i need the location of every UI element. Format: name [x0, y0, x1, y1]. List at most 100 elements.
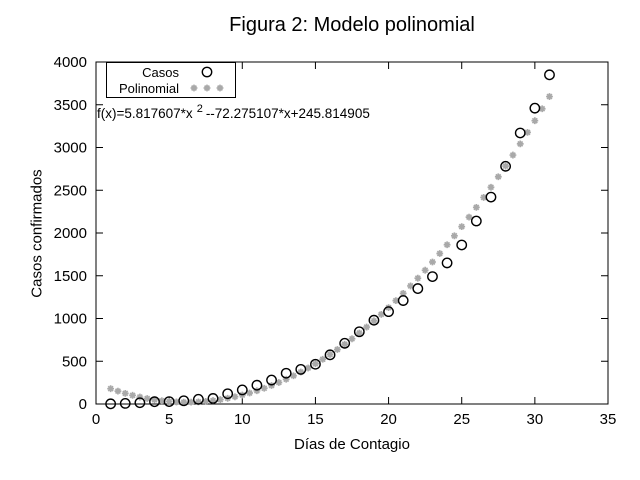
data-point-polinomial: [538, 105, 546, 113]
data-point-casos: [310, 358, 321, 370]
data-point-polinomial: [458, 223, 466, 230]
data-point-polinomial: [231, 393, 239, 401]
x-tick-label: 35: [600, 411, 617, 428]
data-point-casos: [514, 127, 526, 139]
data-point-polinomial: [414, 274, 422, 282]
data-point-polinomial: [107, 385, 115, 393]
data-point-casos: [280, 367, 292, 379]
data-point-casos: [134, 397, 146, 409]
data-point-polinomial: [436, 250, 444, 257]
y-tick-label: 2500: [54, 182, 87, 199]
data-point-casos: [427, 271, 438, 283]
data-point-polinomial: [143, 395, 151, 402]
data-point-casos: [339, 337, 351, 349]
data-point-polinomial: [494, 173, 502, 181]
data-point-polinomial: [268, 382, 275, 389]
data-point-casos: [149, 396, 160, 408]
x-tick-label: 20: [380, 411, 397, 428]
legend-item-casos: Casos: [107, 64, 235, 80]
data-point-polinomial: [304, 364, 312, 372]
data-point-polinomial: [209, 397, 217, 404]
data-point-casos: [163, 396, 175, 408]
data-point-polinomial: [370, 317, 378, 325]
y-tick-label: 1000: [54, 311, 87, 328]
data-point-casos: [485, 191, 497, 203]
x-tick-label: 0: [92, 411, 100, 428]
data-point-polinomial: [275, 379, 283, 386]
data-point-polinomial: [407, 282, 414, 290]
legend-box: Casos Polinomial: [106, 62, 236, 98]
data-point-polinomial: [509, 151, 517, 159]
x-tick-label: 10: [234, 411, 251, 428]
legend-item-polinomial: Polinomial: [107, 80, 235, 96]
data-point-polinomial: [502, 162, 509, 170]
data-point-polinomial: [326, 351, 334, 358]
data-point-polinomial: [531, 117, 539, 125]
data-point-casos: [207, 393, 219, 404]
data-point-polinomial: [290, 372, 297, 380]
y-tick-label: 4000: [54, 54, 87, 71]
x-tick-label: 5: [165, 411, 173, 428]
data-point-casos: [295, 363, 307, 375]
data-point-polinomial: [312, 360, 319, 368]
data-point-casos: [470, 215, 482, 227]
legend-label-polinomial: Polinomial: [119, 80, 179, 96]
data-point-casos: [251, 379, 263, 391]
data-point-polinomial: [158, 397, 166, 405]
y-tick-label: 1500: [54, 268, 87, 285]
data-point-casos: [412, 283, 424, 294]
data-point-casos: [324, 349, 336, 361]
data-point-polinomial: [465, 213, 473, 221]
data-point-polinomial: [282, 375, 290, 383]
fit-equation-exponent: 2: [196, 103, 203, 115]
data-point-polinomial: [451, 232, 458, 240]
data-point-casos: [119, 398, 131, 409]
data-point-casos: [178, 395, 190, 407]
y-tick-label: 3500: [54, 97, 87, 114]
data-point-casos: [529, 102, 541, 114]
data-point-casos: [105, 398, 117, 410]
data-point-polinomial: [472, 204, 480, 211]
data-point-polinomial: [202, 397, 210, 405]
data-point-polinomial: [151, 396, 158, 404]
chart-title: Figura 2: Modelo polinomial: [229, 14, 475, 36]
data-point-polinomial: [377, 310, 385, 318]
fit-equation-suffix: --72.275107*x+245.814905: [205, 106, 370, 121]
data-point-polinomial: [355, 329, 363, 337]
data-point-polinomial: [524, 129, 531, 136]
data-point-polinomial: [341, 340, 349, 348]
legend-asterisk: [203, 84, 211, 92]
y-tick-label: 2000: [54, 225, 87, 242]
data-point-casos: [236, 384, 248, 396]
data-point-polinomial: [216, 396, 224, 403]
legend-asterisk: [216, 84, 224, 92]
data-point-casos: [397, 295, 409, 306]
data-point-polinomial: [195, 398, 202, 406]
y-tick-label: 0: [79, 396, 87, 413]
data-point-casos: [222, 388, 234, 400]
data-point-casos: [441, 257, 453, 269]
y-tick-label: 3000: [54, 140, 87, 157]
data-point-polinomial: [363, 323, 371, 331]
x-tick-label: 25: [453, 411, 470, 428]
data-point-casos: [500, 160, 511, 172]
data-point-casos: [353, 326, 365, 338]
x-axis-label: Días de Contagio: [294, 436, 410, 453]
data-point-polinomial: [480, 194, 488, 201]
data-point-polinomial: [246, 389, 253, 397]
data-point-polinomial: [253, 387, 261, 395]
data-point-polinomial: [121, 389, 129, 397]
asterisk-marker-icon: [179, 81, 235, 95]
data-point-polinomial: [421, 266, 429, 274]
circle-marker-icon: [179, 65, 235, 79]
data-point-casos: [368, 314, 380, 326]
fit-equation-prefix: f(x)=5.817607*x: [97, 106, 193, 121]
data-point-casos: [192, 393, 204, 405]
data-point-casos: [544, 69, 555, 81]
data-point-polinomial: [429, 258, 436, 266]
legend-label-casos: Casos: [142, 64, 179, 80]
data-point-polinomial: [319, 355, 327, 363]
y-tick-label: 500: [62, 353, 87, 370]
data-point-polinomial: [516, 140, 524, 148]
